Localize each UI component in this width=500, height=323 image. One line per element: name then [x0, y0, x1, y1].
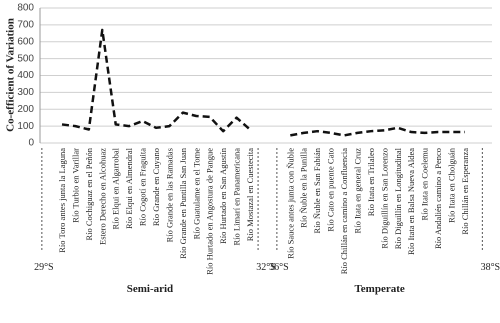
- y-tick-label: 400: [17, 70, 34, 81]
- x-tick-label: Río Guatulame en el Tome: [191, 148, 201, 240]
- x-tick-label: Río Cochiguaz en el Peñón: [84, 147, 94, 240]
- x-tick-label: Río Itata en Coelemu: [420, 147, 430, 220]
- latitude-label: 32°S: [256, 262, 276, 273]
- x-tick-label: Río Elqui en Almendral: [124, 147, 134, 229]
- x-tick-label: Río Grande en Puntilla San Juan: [178, 147, 188, 258]
- x-tick-label: Río Elqui en Algarrobal: [111, 147, 121, 229]
- x-tick-label: Río Hurtado en Angostura de Pangue: [205, 148, 215, 275]
- x-tick-label: Río Hurtado en San Agustín: [218, 147, 228, 244]
- x-tick-label: Río Chillán en camino a Confluencia: [339, 148, 349, 275]
- y-tick-label: 800: [17, 3, 34, 14]
- y-tick-label: 200: [17, 104, 34, 115]
- y-tick-label: 600: [17, 36, 34, 47]
- y-axis-title: Co-efficient of Variation: [5, 18, 17, 132]
- x-tick-label: Río Cato en puente Cato: [326, 148, 336, 232]
- x-tick-label: Río Itata en general Cruz: [352, 148, 362, 234]
- x-tick-label: Estero Derecho en Alcohuaz: [97, 148, 107, 245]
- x-tick-label: Río Andalién camino a Penco: [433, 148, 443, 249]
- x-tick-label: Río Grande en las Ramadas: [164, 148, 174, 242]
- x-tick-label: Río Sauce antes junta con Ñuble: [285, 148, 295, 259]
- y-tick-label: 100: [17, 121, 34, 132]
- x-tick-label: Río Ñuble en la Punilla: [299, 148, 309, 228]
- y-tick-label: 700: [17, 20, 34, 31]
- y-tick-label: 300: [17, 87, 34, 98]
- x-tick-label: Río Itata en Balsa Nueva Aldea: [406, 148, 416, 255]
- x-tick-label: Río Chillán en Esperanza: [460, 148, 470, 235]
- x-tick-label: Río Ñuble en San Fabián: [312, 147, 322, 233]
- latitude-label: 36°S: [269, 262, 289, 273]
- x-tick-label: Río Diguillín en Longitudinal: [393, 147, 403, 249]
- x-tick-label: Río Toro antes junta la Laguna: [57, 148, 67, 253]
- x-tick-label: Río Cogotí en Fraguita: [138, 148, 148, 226]
- group-label: Temperate: [354, 283, 404, 295]
- x-tick-label: Río Limarí en Panamericana: [232, 148, 242, 246]
- x-tick-label: Río Turbio en Varillar: [70, 148, 80, 223]
- line-series: [61, 28, 465, 137]
- latitude-label: 38°S: [481, 262, 500, 273]
- x-tick-label: Río Grande en Cuyano: [151, 148, 161, 226]
- latitude-label: 29°S: [34, 262, 54, 273]
- group-label: Semi-arid: [127, 283, 173, 295]
- y-tick-label: 500: [17, 53, 34, 64]
- y-tick-label: 0: [28, 138, 34, 149]
- x-tick-label: Río Diguillín en San Lorenzo: [379, 148, 389, 249]
- x-tick-label: Río Mostazal en Cuestecita: [245, 148, 255, 241]
- x-tick-label: Río Itata en Trilaleo: [366, 148, 376, 216]
- x-tick-label: Río Itata en Cholguán: [446, 147, 456, 223]
